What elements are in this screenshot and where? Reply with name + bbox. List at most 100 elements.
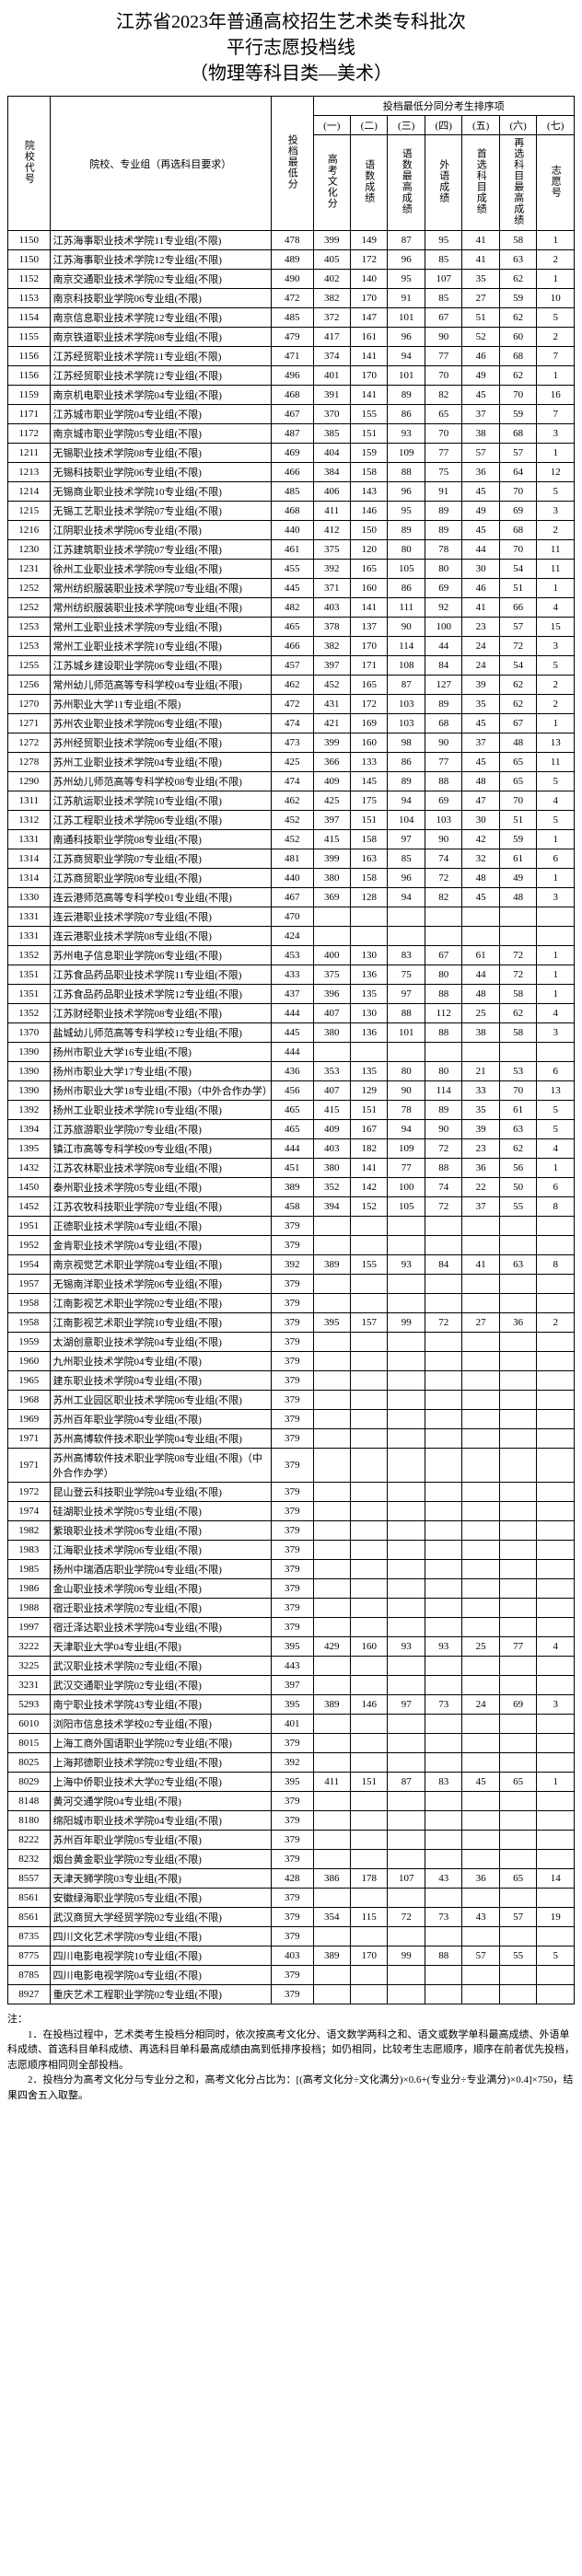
cell-name: 南通科技职业学院08专业组(不限) [50, 830, 271, 849]
cell-score [537, 907, 575, 927]
cell-code: 3222 [8, 1637, 51, 1657]
cell-score: 36 [462, 463, 499, 482]
cell-score [462, 1676, 499, 1695]
cell-score [350, 1391, 387, 1410]
cell-score: 33 [462, 1081, 499, 1101]
cell-name: 江苏农牧科技职业学院07专业组(不限) [50, 1197, 271, 1217]
cell-code: 1150 [8, 250, 51, 270]
cell-score: 136 [350, 1023, 387, 1043]
cell-score: 135 [350, 1062, 387, 1081]
cell-score [499, 1483, 536, 1502]
cell-score [313, 1521, 350, 1541]
cell-score [388, 1449, 425, 1483]
cell-score: 37 [462, 405, 499, 424]
cell-score [462, 1217, 499, 1236]
cell-score: 169 [350, 714, 387, 734]
cell-score: 389 [313, 1946, 350, 1966]
cell-score [388, 1236, 425, 1255]
cell-score [388, 1483, 425, 1502]
cell-score: 78 [388, 1101, 425, 1120]
cell-score [388, 1560, 425, 1579]
cell-code: 1988 [8, 1599, 51, 1618]
cell-score: 371 [313, 579, 350, 598]
cell-min: 436 [271, 1062, 313, 1081]
cell-score: 400 [313, 946, 350, 965]
cell-code: 1331 [8, 830, 51, 849]
cell-code: 1395 [8, 1139, 51, 1159]
cell-score: 36 [462, 1869, 499, 1889]
cell-score [425, 1449, 461, 1483]
cell-score [388, 1541, 425, 1560]
cell-min: 466 [271, 463, 313, 482]
cell-name: 宿迁职业技术学院02专业组(不限) [50, 1599, 271, 1618]
table-row: 1958江南影视艺术职业学院10专业组(不限)37939515799722736… [8, 1313, 575, 1333]
cell-score: 54 [499, 560, 536, 579]
cell-name: 连云港职业技术学院07专业组(不限) [50, 907, 271, 927]
cell-score [499, 1294, 536, 1313]
cell-score [499, 1753, 536, 1773]
cell-code: 1331 [8, 907, 51, 927]
cell-code: 8927 [8, 1985, 51, 2004]
note-2: 2．投档分为高考文化分与专业分之和，高考文化分占比为：[(高考文化分÷文化满分)… [7, 2073, 575, 2103]
cell-score [499, 1541, 536, 1560]
footnotes: 注： 1．在投档过程中，艺术类考生投档分相同时，依次按高考文化分、语文数学两科之… [7, 2012, 575, 2103]
cell-score [499, 1579, 536, 1599]
cell-name: 四川文化艺术学院09专业组(不限) [50, 1927, 271, 1946]
cell-score: 5 [537, 772, 575, 791]
cell-score [425, 1483, 461, 1502]
cell-score [537, 1792, 575, 1811]
cell-code: 1969 [8, 1410, 51, 1429]
cell-score [313, 1541, 350, 1560]
cell-score: 170 [350, 366, 387, 386]
cell-code: 1452 [8, 1197, 51, 1217]
cell-score [462, 1333, 499, 1352]
cell-name: 江苏经贸职业技术学院11专业组(不限) [50, 347, 271, 366]
cell-score [350, 1352, 387, 1371]
cell-score: 171 [350, 656, 387, 676]
cell-score: 403 [313, 598, 350, 618]
cell-score [350, 1966, 387, 1985]
cell-score: 55 [499, 1946, 536, 1966]
cell-score: 1 [537, 231, 575, 250]
cell-score [350, 1449, 387, 1483]
cell-score: 1 [537, 869, 575, 888]
cell-name: 连云港职业技术学院08专业组(不限) [50, 927, 271, 946]
cell-name: 硅湖职业技术学院05专业组(不限) [50, 1502, 271, 1521]
cell-score: 96 [388, 328, 425, 347]
cell-score [313, 1410, 350, 1429]
cell-min: 485 [271, 308, 313, 328]
cell-score: 74 [425, 1178, 461, 1197]
cell-score: 103 [388, 714, 425, 734]
cell-score [425, 1560, 461, 1579]
cell-score: 90 [388, 1081, 425, 1101]
cell-score: 84 [425, 656, 461, 676]
cell-name: 江苏旅游职业学院07专业组(不限) [50, 1120, 271, 1139]
cell-score: 54 [499, 656, 536, 676]
cell-score: 65 [425, 405, 461, 424]
cell-score [499, 1966, 536, 1985]
cell-score: 1 [537, 830, 575, 849]
cell-score [499, 1599, 536, 1618]
table-row: 1255江苏城乡建设职业学院06专业组(不限)45739717110884245… [8, 656, 575, 676]
cell-score: 62 [499, 1004, 536, 1023]
cell-score: 5 [537, 656, 575, 676]
cell-score [425, 1521, 461, 1541]
cell-score: 6 [537, 849, 575, 869]
table-row: 1390扬州市职业大学17专业组(不限)436353135808021536 [8, 1062, 575, 1081]
cell-score: 43 [425, 1869, 461, 1889]
cell-min: 379 [271, 1236, 313, 1255]
cell-name: 常州工业职业技术学院10专业组(不限) [50, 637, 271, 656]
cell-name: 江阴职业技术学院06专业组(不限) [50, 521, 271, 540]
cell-code: 1171 [8, 405, 51, 424]
cell-score [499, 1410, 536, 1429]
cell-score: 158 [350, 463, 387, 482]
cell-score [313, 1429, 350, 1449]
cell-score: 97 [388, 1695, 425, 1715]
cell-name: 无锡工艺职业技术学院07专业组(不限) [50, 502, 271, 521]
cell-score [313, 1657, 350, 1676]
cell-score [313, 1927, 350, 1946]
cell-score: 89 [425, 695, 461, 714]
cell-min: 395 [271, 1773, 313, 1792]
table-row: 1997宿迁泽达职业技术学院04专业组(不限)379 [8, 1618, 575, 1637]
cell-score [425, 1579, 461, 1599]
